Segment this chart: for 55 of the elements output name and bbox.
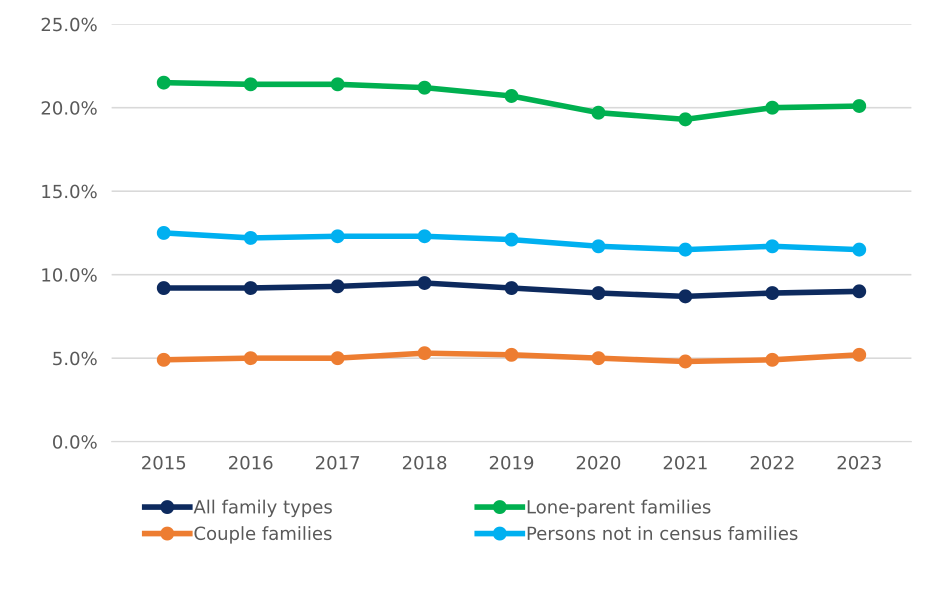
point xyxy=(330,279,345,294)
point xyxy=(591,351,606,366)
point xyxy=(504,348,518,362)
point xyxy=(765,286,780,300)
x-tick-label: 2020 xyxy=(576,456,620,470)
point xyxy=(591,106,606,120)
y-tick-label: 20.0% xyxy=(42,101,97,115)
x-tick-label: 2021 xyxy=(664,456,707,470)
legend-label: Lone-parent families xyxy=(528,500,710,518)
y-tick-label: 5.0% xyxy=(53,352,97,366)
point xyxy=(418,346,432,360)
legend-label: Couple families xyxy=(194,526,332,544)
x-tick-label: 2015 xyxy=(142,456,186,470)
point xyxy=(418,229,432,244)
y-tick-label: 15.0% xyxy=(42,184,97,198)
point xyxy=(156,76,171,90)
point xyxy=(156,226,171,240)
y-tick-label: 25.0% xyxy=(42,18,97,32)
point xyxy=(418,80,432,95)
point xyxy=(156,352,171,367)
point xyxy=(678,112,692,126)
point xyxy=(678,289,692,304)
point xyxy=(418,276,432,290)
legend-label: Persons not in census families xyxy=(528,526,798,540)
point xyxy=(244,281,258,295)
x-tick-label: 2019 xyxy=(490,456,534,470)
point xyxy=(591,239,606,254)
point xyxy=(330,77,345,92)
point xyxy=(330,229,345,244)
point xyxy=(852,99,866,113)
point xyxy=(504,89,518,103)
x-tick-label: 2023 xyxy=(838,456,881,470)
point xyxy=(852,284,866,298)
point xyxy=(156,281,171,295)
x-tick-label: 2016 xyxy=(229,456,273,470)
point xyxy=(244,230,258,245)
point xyxy=(504,281,518,295)
x-tick-label: 2017 xyxy=(316,456,360,470)
x-tick-label: 2022 xyxy=(750,456,794,470)
y-tick-label: 0.0% xyxy=(53,435,97,449)
point xyxy=(330,351,345,366)
point xyxy=(765,239,780,254)
point xyxy=(244,351,258,366)
point xyxy=(852,242,866,257)
legend-label: All family types xyxy=(194,500,332,518)
point xyxy=(678,242,692,257)
point xyxy=(765,352,780,367)
point xyxy=(591,286,606,300)
point xyxy=(852,348,866,362)
point xyxy=(678,354,692,368)
y-tick-label: 10.0% xyxy=(42,268,97,282)
point xyxy=(504,232,518,247)
x-tick-label: 2018 xyxy=(402,456,446,470)
point xyxy=(765,100,780,115)
point xyxy=(244,77,258,92)
